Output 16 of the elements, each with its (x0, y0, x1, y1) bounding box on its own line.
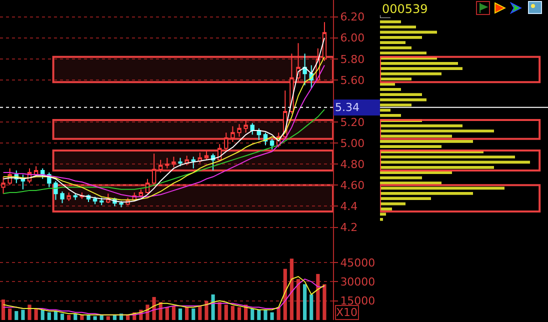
y-tick-label: 6.20 (340, 10, 365, 24)
y-tick-label: 4.60 (340, 179, 365, 192)
y-tick-label: 30000 (340, 275, 376, 288)
y-tick-label: 5.00 (340, 136, 365, 150)
y-tick-label: 45000 (340, 256, 376, 270)
y-axis-title: X10 (336, 306, 358, 319)
y-tick-label: 4.80 (340, 158, 365, 171)
y-tick-label: 15000 (340, 294, 376, 308)
ref-line-label: 5.34 (335, 101, 360, 114)
y-tick-label: 5.80 (340, 52, 365, 66)
y-tick-label: 6.00 (340, 32, 365, 45)
y-tick-label: 4.4 (340, 200, 358, 214)
y-tick-label: 5.60 (340, 74, 365, 87)
y-tick-label: 4.2 (340, 221, 358, 234)
y-tick-label: 5.20 (340, 116, 365, 129)
chart-title: 000539 (382, 2, 428, 16)
